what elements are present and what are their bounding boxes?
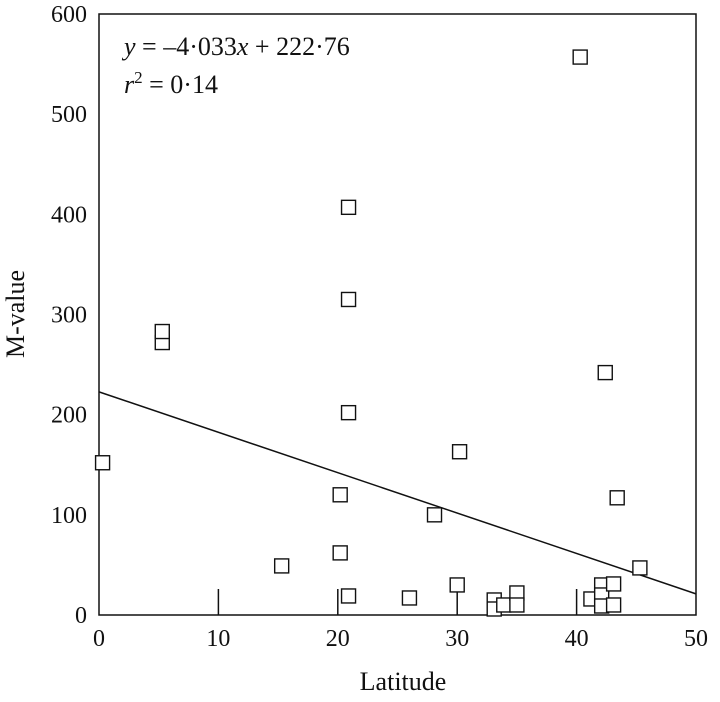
eq-slope: = –4·033 xyxy=(136,32,237,61)
regression-layer xyxy=(98,391,697,595)
data-point xyxy=(572,49,588,65)
x-tick-label: 40 xyxy=(565,626,589,652)
y-axis-title: M-value xyxy=(1,270,30,358)
data-point xyxy=(340,588,357,604)
data-point xyxy=(340,199,357,216)
x-tick-label: 30 xyxy=(445,626,469,652)
data-point xyxy=(605,597,622,613)
x-tick-label: 50 xyxy=(684,626,708,652)
x-axis-ticks: 0 10 20 30 40 50 xyxy=(93,626,708,652)
r2-r: r xyxy=(124,70,135,99)
data-point xyxy=(449,577,465,593)
y-tick-label: 300 xyxy=(51,303,87,329)
data-point xyxy=(496,597,512,613)
data-point xyxy=(154,323,170,340)
points-layer xyxy=(94,49,648,617)
data-point xyxy=(632,560,648,576)
y-tick-label: 600 xyxy=(51,2,87,28)
data-point xyxy=(273,558,290,574)
y-tick-label: 400 xyxy=(51,202,87,228)
y-tick-label: 100 xyxy=(51,503,87,529)
regression-line xyxy=(98,391,697,595)
equation-annotation: y = –4·033x + 222·76 r2 = 0·14 xyxy=(121,32,350,99)
y-tick-label: 200 xyxy=(51,403,87,429)
x-tick-label: 10 xyxy=(206,626,230,652)
data-point xyxy=(340,291,357,308)
eq-x-var: x xyxy=(236,32,249,61)
data-point xyxy=(332,545,348,561)
data-point xyxy=(605,576,622,592)
regression-equation: y = –4·033x + 222·76 xyxy=(121,32,350,61)
eq-intercept: + 222·76 xyxy=(248,32,349,61)
r2-value: = 0·14 xyxy=(143,70,218,99)
x-tick-label: 20 xyxy=(326,626,350,652)
plot-area xyxy=(98,13,697,616)
data-point xyxy=(401,590,418,606)
data-point xyxy=(451,444,468,460)
data-point xyxy=(609,490,625,506)
bottom-marks xyxy=(217,589,578,615)
data-point xyxy=(94,455,111,471)
data-point xyxy=(509,597,525,613)
eq-y-var: y xyxy=(121,32,136,61)
r2-superscript: 2 xyxy=(134,68,143,87)
y-axis-ticks: 0 100 200 300 400 500 600 xyxy=(51,2,87,629)
y-tick-label: 0 xyxy=(75,603,87,629)
plot-frame xyxy=(98,13,697,616)
y-tick-label: 500 xyxy=(51,102,87,128)
data-point xyxy=(597,364,613,381)
x-axis-title: Latitude xyxy=(360,667,447,696)
data-point xyxy=(426,507,443,523)
data-point xyxy=(332,487,348,503)
r-squared: r2 = 0·14 xyxy=(124,68,218,99)
x-tick-label: 0 xyxy=(93,626,105,652)
data-point xyxy=(340,404,357,421)
